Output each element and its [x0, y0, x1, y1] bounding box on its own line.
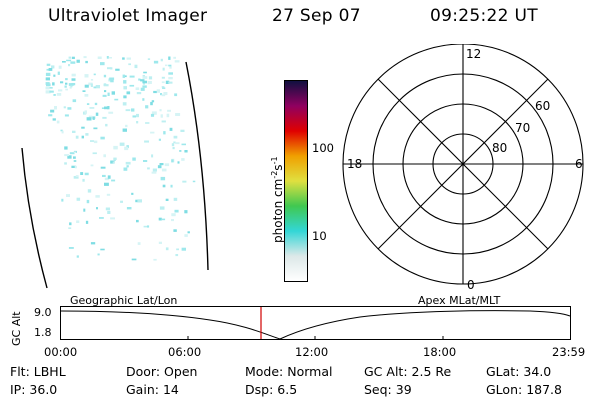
status-gain: Gain: 14 [126, 382, 179, 397]
mlt-label-12: 12 [466, 47, 481, 61]
status-door: Door: Open [126, 364, 198, 379]
colorbar-tick-100: 100 [312, 141, 334, 155]
lat-label-70: 70 [515, 121, 530, 135]
timeline-ytick-bottom: 1.8 [34, 326, 52, 339]
timeline-left-title: Geographic Lat/Lon [70, 294, 178, 307]
timeline-frame [60, 306, 571, 340]
colorbar-tick-10: 10 [312, 229, 327, 243]
timeline-xtick-1800: 18:00 [423, 345, 457, 359]
earth-limb-right [185, 61, 209, 271]
status-glon: GLon: 187.8 [486, 382, 562, 397]
status-filter: Flt: LBHL [10, 364, 66, 379]
timeline-xtick-0600: 06:00 [168, 345, 202, 359]
lat-label-60: 60 [535, 99, 550, 113]
mlt-label-18: 18 [347, 157, 362, 171]
altitude-timeline [60, 306, 571, 340]
date-label: 27 Sep 07 [272, 6, 361, 26]
status-ip: IP: 36.0 [10, 382, 58, 397]
mlt-label-6: 6 [575, 157, 583, 171]
mlt-label-0: 0 [467, 278, 475, 292]
instrument-title: Ultraviolet Imager [48, 6, 208, 26]
polar-mlt-plot: 12 0 18 6 60 70 80 [342, 44, 584, 292]
timeline-xtick-1200: 12:00 [295, 345, 329, 359]
timeline-axis-label: GC Alt [10, 311, 23, 346]
status-seq: Seq: 39 [364, 382, 412, 397]
geographic-image-panel [21, 56, 209, 289]
timeline-right-title: Apex MLat/MLT [418, 294, 501, 307]
diagonal-line-b [377, 78, 549, 250]
earth-limb-left [21, 147, 48, 289]
colorbar-unit-label: photon cm-2s-1 [270, 156, 285, 243]
altitude-curve [60, 310, 571, 340]
time-label: 09:25:22 UT [430, 6, 538, 26]
colorbar-gradient [285, 81, 307, 281]
status-gc-alt: GC Alt: 2.5 Re [364, 364, 452, 379]
header-bar: Ultraviolet Imager 27 Sep 07 09:25:22 UT [0, 0, 600, 40]
timeline-xtick-2359: 23:59 [552, 345, 586, 359]
status-glat: GLat: 34.0 [486, 364, 552, 379]
timeline-xtick-0000: 00:00 [44, 345, 78, 359]
status-dsp: Dsp: 6.5 [245, 382, 298, 397]
timeline-ytick-top: 9.0 [34, 306, 52, 319]
lat-label-80: 80 [492, 141, 507, 155]
status-mode: Mode: Normal [245, 364, 333, 379]
emission-speckles [45, 56, 196, 261]
colorbar: 100 10 [284, 80, 334, 282]
